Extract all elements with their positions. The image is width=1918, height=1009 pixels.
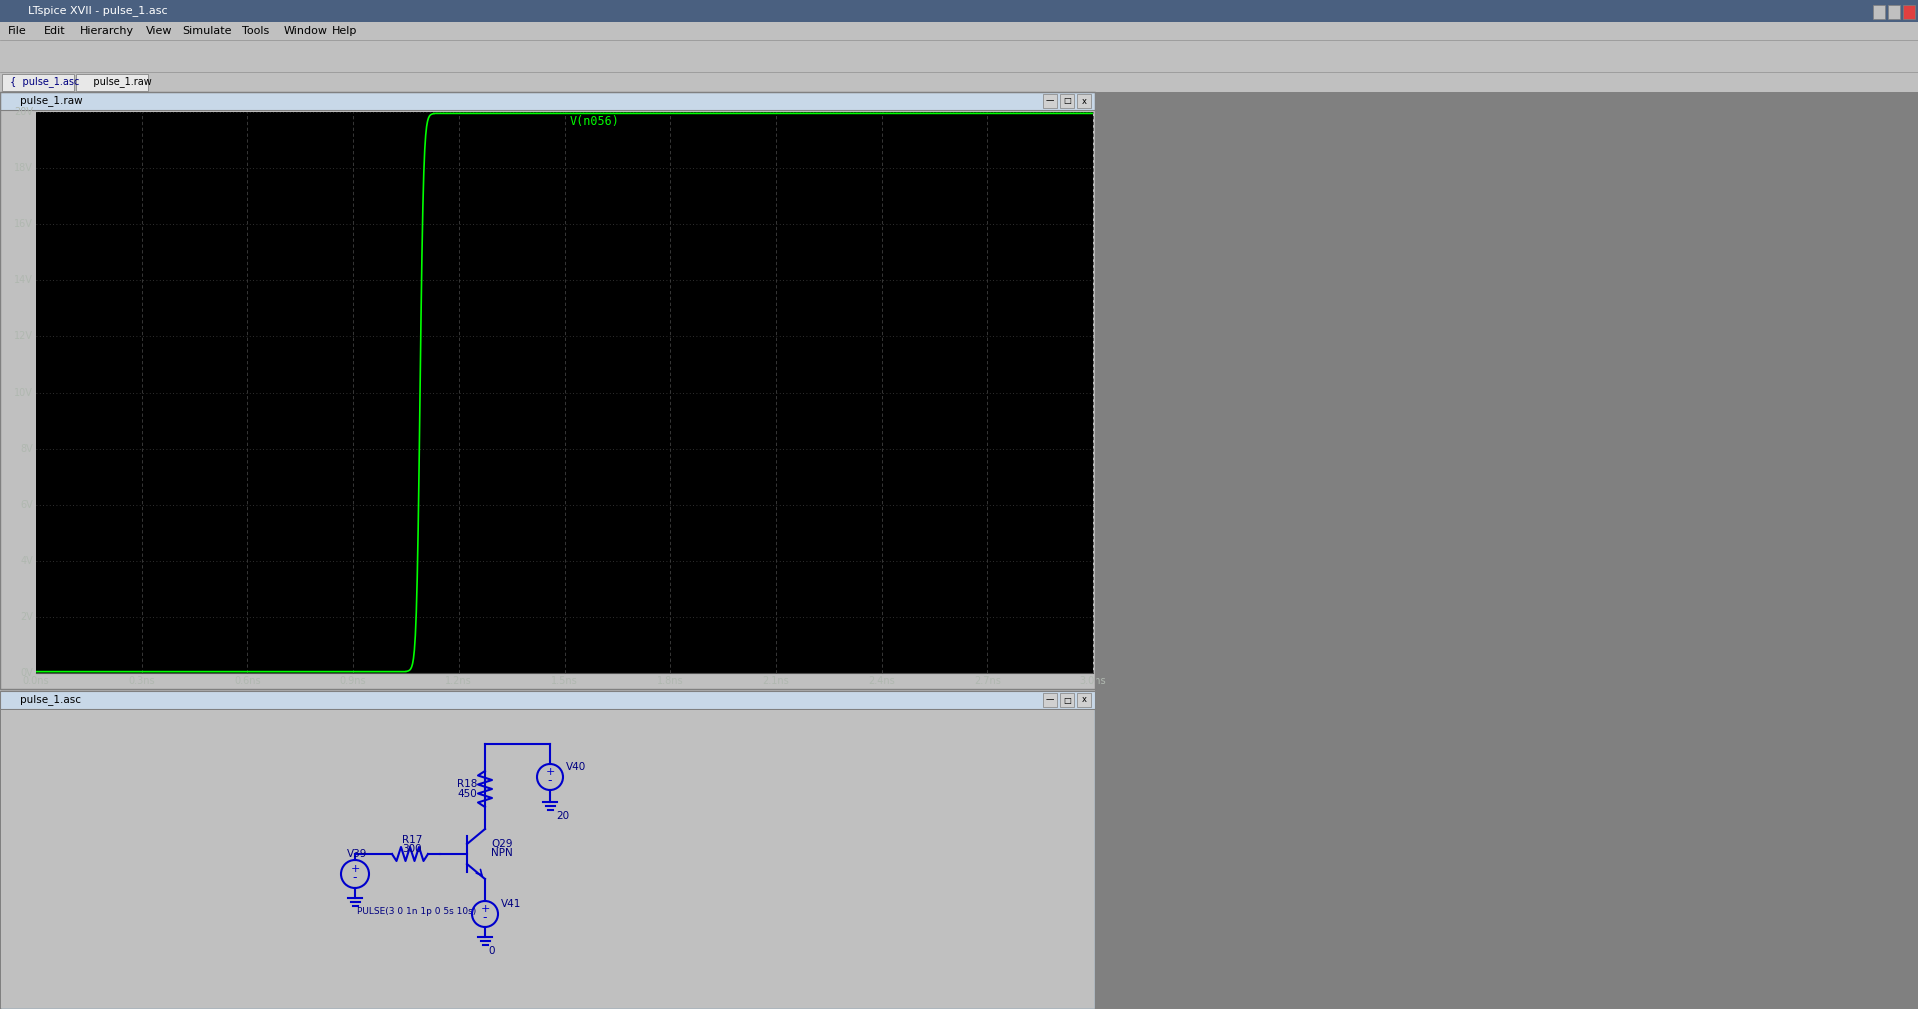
Text: V40: V40 [566, 762, 587, 772]
Bar [1061, 94, 1074, 108]
Text: 2.4ns: 2.4ns [869, 676, 896, 686]
Bar [0, 691, 1095, 1009]
Text: R18: R18 [456, 779, 478, 789]
Text: 20: 20 [556, 811, 570, 821]
Text: 450: 450 [456, 789, 478, 799]
Text: □: □ [1063, 97, 1070, 106]
Text: 0.9ns: 0.9ns [339, 676, 366, 686]
Text: pulse_1.raw: pulse_1.raw [84, 77, 152, 88]
Text: -: - [353, 872, 357, 885]
Text: 16V: 16V [13, 219, 33, 229]
Text: 12V: 12V [13, 331, 33, 341]
Text: 2.1ns: 2.1ns [763, 676, 790, 686]
Bar [1095, 72, 1918, 1009]
Text: View: View [146, 26, 173, 36]
Bar [1874, 5, 1885, 19]
Text: 0.3ns: 0.3ns [129, 676, 155, 686]
Text: 3.0ns: 3.0ns [1080, 676, 1107, 686]
Text: —: — [1045, 97, 1055, 106]
Text: Hierarchy: Hierarchy [81, 26, 134, 36]
Bar [2, 74, 75, 91]
Text: Tools: Tools [242, 26, 269, 36]
Bar [1061, 693, 1074, 707]
Bar [0, 691, 1095, 709]
Text: □: □ [1063, 695, 1070, 704]
Text: Q29: Q29 [491, 839, 512, 849]
Text: 8V: 8V [21, 444, 33, 454]
Text: 0.0ns: 0.0ns [23, 676, 50, 686]
Text: {  pulse_1.asc: { pulse_1.asc [10, 77, 79, 88]
Text: 0: 0 [487, 946, 495, 956]
Text: 1.5ns: 1.5ns [550, 676, 577, 686]
Text: x: x [1082, 97, 1086, 106]
Text: 2V: 2V [19, 611, 33, 622]
Text: Edit: Edit [44, 26, 65, 36]
Bar [2, 710, 1093, 1008]
Text: 6V: 6V [21, 499, 33, 510]
Bar [1903, 5, 1914, 19]
Text: pulse_1.raw: pulse_1.raw [19, 96, 82, 107]
Text: 10V: 10V [13, 387, 33, 398]
Text: 18V: 18V [13, 163, 33, 174]
Text: V41: V41 [501, 899, 522, 909]
Bar [0, 22, 1918, 40]
Text: 2.7ns: 2.7ns [974, 676, 1001, 686]
Bar [1887, 5, 1901, 19]
Text: Simulate: Simulate [182, 26, 232, 36]
Text: 4V: 4V [21, 556, 33, 566]
Text: +: + [351, 864, 361, 874]
Text: 300: 300 [403, 844, 422, 854]
Text: 20V: 20V [13, 107, 33, 117]
Bar [0, 72, 1918, 92]
Text: Help: Help [332, 26, 357, 36]
Text: pulse_1.asc: pulse_1.asc [19, 694, 81, 705]
Text: 1.8ns: 1.8ns [656, 676, 683, 686]
Bar [77, 74, 148, 91]
Text: +: + [480, 904, 489, 914]
Bar [36, 112, 1093, 673]
Bar [0, 92, 1095, 689]
Bar [1043, 693, 1057, 707]
Text: 1.2ns: 1.2ns [445, 676, 472, 686]
Bar [0, 0, 1918, 22]
Text: R17: R17 [403, 835, 422, 845]
Text: 0.6ns: 0.6ns [234, 676, 261, 686]
Text: -: - [483, 911, 487, 924]
Text: —: — [1045, 695, 1055, 704]
Text: NPN: NPN [491, 848, 512, 858]
Text: 14V: 14V [13, 275, 33, 286]
Text: V39: V39 [347, 849, 368, 859]
Text: V(n056): V(n056) [570, 115, 620, 128]
Bar [0, 92, 1095, 110]
Bar [0, 40, 1918, 72]
Text: +: + [545, 767, 554, 777]
Bar [1043, 94, 1057, 108]
Text: 0V: 0V [21, 668, 33, 678]
Text: -: - [549, 775, 552, 787]
Text: Window: Window [284, 26, 328, 36]
Text: File: File [8, 26, 27, 36]
Bar [1078, 94, 1091, 108]
Text: LTspice XVII - pulse_1.asc: LTspice XVII - pulse_1.asc [29, 5, 167, 16]
Text: x: x [1082, 695, 1086, 704]
Text: PULSE(3 0 1n 1p 0 5s 10s): PULSE(3 0 1n 1p 0 5s 10s) [357, 907, 476, 916]
Bar [1078, 693, 1091, 707]
